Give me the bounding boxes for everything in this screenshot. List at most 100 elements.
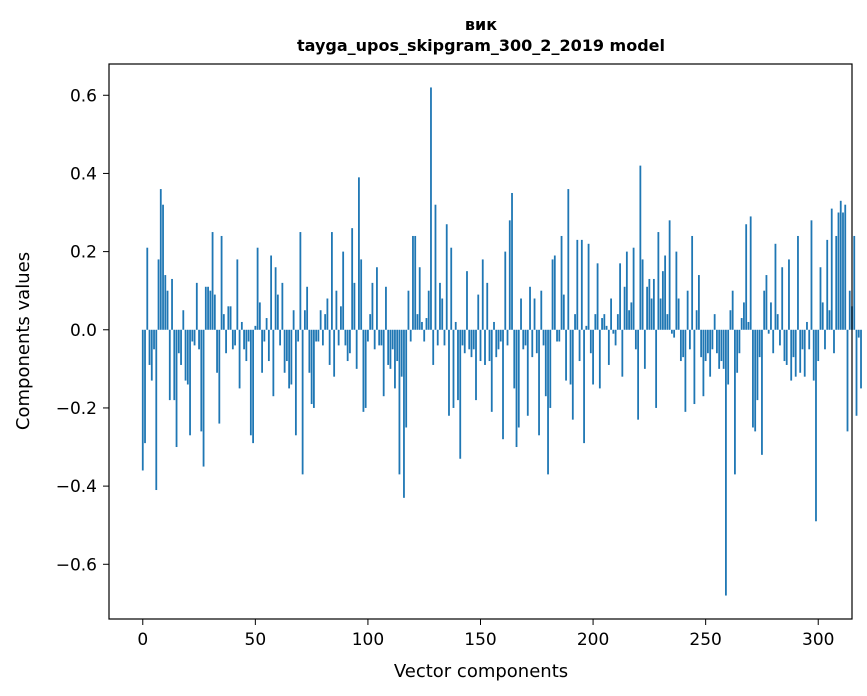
bar — [461, 329, 464, 346]
bar — [511, 192, 513, 330]
y-tick-label: 0.0 — [70, 321, 97, 341]
bar — [578, 329, 581, 362]
bar — [249, 329, 252, 436]
bar — [177, 329, 180, 354]
bar — [603, 314, 606, 330]
bar — [747, 321, 750, 330]
bar — [153, 329, 155, 350]
bar — [499, 329, 502, 342]
bar — [828, 310, 831, 330]
bar — [767, 329, 770, 334]
bar — [526, 329, 529, 416]
bar — [150, 329, 153, 381]
bar — [659, 298, 662, 330]
bar — [686, 290, 689, 330]
bar — [276, 294, 279, 330]
bar — [772, 329, 775, 354]
bar — [754, 329, 757, 432]
bar — [283, 329, 286, 373]
plot-frame — [108, 63, 853, 620]
bar — [734, 329, 736, 475]
bar — [207, 286, 209, 330]
bar — [367, 329, 369, 342]
x-tick-label: 200 — [577, 630, 609, 650]
bar — [648, 278, 651, 330]
bar — [335, 290, 338, 330]
bar — [346, 329, 349, 362]
chart-title-line1: вик — [465, 15, 497, 34]
bar — [815, 329, 817, 522]
bar — [549, 329, 552, 408]
bar — [173, 329, 176, 401]
bar — [256, 247, 259, 330]
bar — [362, 329, 365, 412]
bar — [833, 329, 835, 354]
bar — [781, 267, 784, 330]
bar — [396, 329, 399, 362]
bar — [245, 329, 248, 362]
bar — [839, 200, 842, 330]
bar — [238, 329, 241, 389]
bar — [639, 165, 642, 330]
bar — [405, 329, 408, 428]
bar — [299, 232, 302, 330]
bar — [601, 318, 603, 330]
bar — [538, 329, 540, 436]
bar — [312, 329, 315, 408]
bar — [236, 259, 239, 330]
bar — [783, 329, 786, 362]
bar — [808, 329, 811, 350]
bar — [227, 306, 230, 330]
bar — [801, 329, 804, 350]
bar — [657, 232, 660, 330]
bar — [202, 329, 205, 467]
bar — [484, 329, 486, 365]
bar — [634, 329, 637, 350]
bar — [513, 329, 516, 389]
bar — [400, 329, 403, 377]
bar — [166, 290, 169, 330]
bar — [234, 329, 236, 346]
bar — [752, 329, 754, 428]
bar — [580, 239, 583, 330]
bar — [779, 329, 781, 346]
bar — [535, 329, 538, 354]
bar — [171, 278, 173, 330]
bar — [522, 329, 525, 350]
bar — [416, 314, 419, 330]
bar — [306, 286, 309, 330]
bar — [209, 290, 212, 330]
bar — [718, 329, 721, 369]
bar — [788, 259, 790, 330]
bar — [155, 329, 158, 491]
bar — [842, 212, 844, 330]
bar — [817, 329, 820, 362]
bar — [272, 329, 275, 397]
bar — [495, 329, 498, 358]
bar — [745, 224, 748, 330]
bar — [553, 255, 556, 330]
bar — [567, 189, 570, 330]
bar — [830, 208, 833, 330]
bar — [493, 321, 495, 330]
bar — [369, 314, 372, 330]
bar — [605, 325, 608, 330]
bar — [481, 259, 484, 330]
bar — [819, 267, 822, 330]
bar — [506, 329, 509, 346]
bar — [623, 286, 626, 330]
bar — [743, 302, 745, 330]
bar — [218, 329, 221, 424]
bar — [607, 329, 610, 365]
bar — [252, 329, 254, 444]
bar — [529, 286, 531, 330]
bar — [157, 259, 160, 330]
bar — [180, 329, 182, 365]
bar — [222, 314, 225, 330]
bar — [731, 290, 734, 330]
bar — [707, 329, 709, 354]
bar — [193, 329, 196, 346]
x-tick-label: 100 — [352, 630, 384, 650]
bar — [263, 329, 266, 342]
bar — [860, 329, 862, 389]
